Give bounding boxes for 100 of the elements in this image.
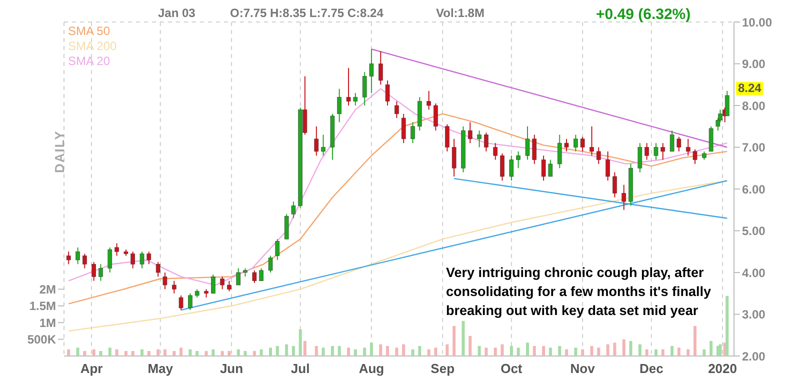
candlestick: [509, 155, 514, 182]
candlestick: [156, 262, 160, 278]
candlestick: [644, 142, 649, 160]
bar: [196, 350, 199, 356]
bar: [661, 349, 664, 356]
y-tick-label: 6.00: [742, 182, 766, 196]
candlestick: [162, 272, 168, 290]
candlestick: [227, 280, 232, 292]
bar: [558, 346, 562, 356]
x-tick-label: Oct: [500, 361, 523, 376]
bar: [427, 349, 430, 356]
bar: [188, 349, 192, 356]
candlestick: [434, 102, 438, 132]
bar: [269, 348, 272, 356]
bar: [338, 346, 341, 356]
candlestick: [500, 153, 504, 182]
candlestick: [362, 72, 367, 106]
candlestick: [477, 130, 482, 148]
candlestick: [484, 132, 488, 152]
bar: [347, 348, 350, 356]
bar: [452, 326, 456, 356]
x-tick-label: Dec: [639, 361, 664, 376]
bar: [542, 346, 546, 356]
candlestick: [493, 142, 498, 160]
bar: [670, 346, 674, 356]
bar: [172, 350, 176, 356]
bar: [99, 350, 102, 356]
bar: [510, 346, 513, 356]
x-tick-label: Sep: [430, 361, 455, 376]
candlestick: [259, 268, 264, 282]
candlestick: [220, 276, 224, 290]
x-tick-label: Nov: [570, 361, 596, 376]
candlestick: [708, 126, 714, 152]
bar: [548, 348, 552, 356]
bar: [163, 349, 166, 356]
candlestick: [98, 264, 103, 282]
bar: [418, 346, 422, 356]
bar: [236, 349, 240, 356]
candlestick: [76, 246, 80, 265]
candlestick: [252, 270, 257, 284]
bar: [532, 346, 536, 356]
bar: [354, 349, 357, 356]
x-tick-label: Aug: [358, 361, 384, 376]
candlestick: [606, 150, 610, 182]
bar: [285, 344, 288, 356]
candlestick: [580, 136, 585, 152]
bar: [83, 350, 86, 356]
bar: [379, 344, 382, 356]
bar: [693, 326, 696, 356]
bar: [228, 350, 231, 356]
bar: [180, 348, 183, 356]
annotation: DAILY: [52, 130, 67, 173]
candlestick: [130, 251, 135, 269]
bar: [314, 346, 318, 356]
candlestick: [385, 80, 390, 106]
y-tick-label: 8.00: [742, 98, 766, 113]
candlestick: [337, 88, 342, 123]
bar: [526, 342, 529, 356]
bar: [147, 350, 150, 356]
candlestick: [676, 136, 682, 152]
text: SMA 200: [68, 39, 117, 54]
candlestick: [66, 251, 71, 265]
bar: [76, 348, 80, 356]
bar: [108, 348, 112, 356]
bar: [484, 348, 488, 356]
candlestick: [516, 150, 520, 169]
bar: [402, 344, 406, 356]
candlestick: [692, 148, 698, 164]
candlestick: [596, 146, 601, 164]
bar: [322, 348, 325, 356]
bar: [597, 348, 600, 356]
bar: [590, 346, 594, 356]
candlestick: [210, 274, 216, 294]
candlestick: [525, 126, 530, 160]
candlestick: [541, 155, 546, 182]
bar: [478, 346, 481, 356]
bar: [434, 348, 438, 356]
candlestick: [108, 246, 112, 273]
bar: [252, 350, 256, 356]
bar: [244, 350, 247, 356]
bar: [654, 349, 658, 356]
bar: [516, 348, 520, 356]
bar: [220, 350, 224, 356]
line-series: [68, 113, 728, 304]
bar: [363, 348, 366, 356]
candlestick: [146, 251, 152, 265]
bar: [260, 349, 263, 356]
y-tick-label: 4.00: [742, 266, 766, 280]
bar: [638, 344, 642, 356]
candlestick: [532, 134, 537, 164]
bar: [446, 344, 449, 356]
bar: [494, 348, 497, 356]
bar: [386, 346, 390, 356]
bar: [718, 344, 722, 356]
x-tick-label: 2020: [708, 361, 737, 376]
bar: [726, 296, 729, 356]
annotation: +0.49 (6.32%): [596, 6, 691, 23]
bar: [140, 349, 144, 356]
candlestick: [401, 113, 406, 144]
y-tick-label: 7.00: [742, 140, 766, 155]
